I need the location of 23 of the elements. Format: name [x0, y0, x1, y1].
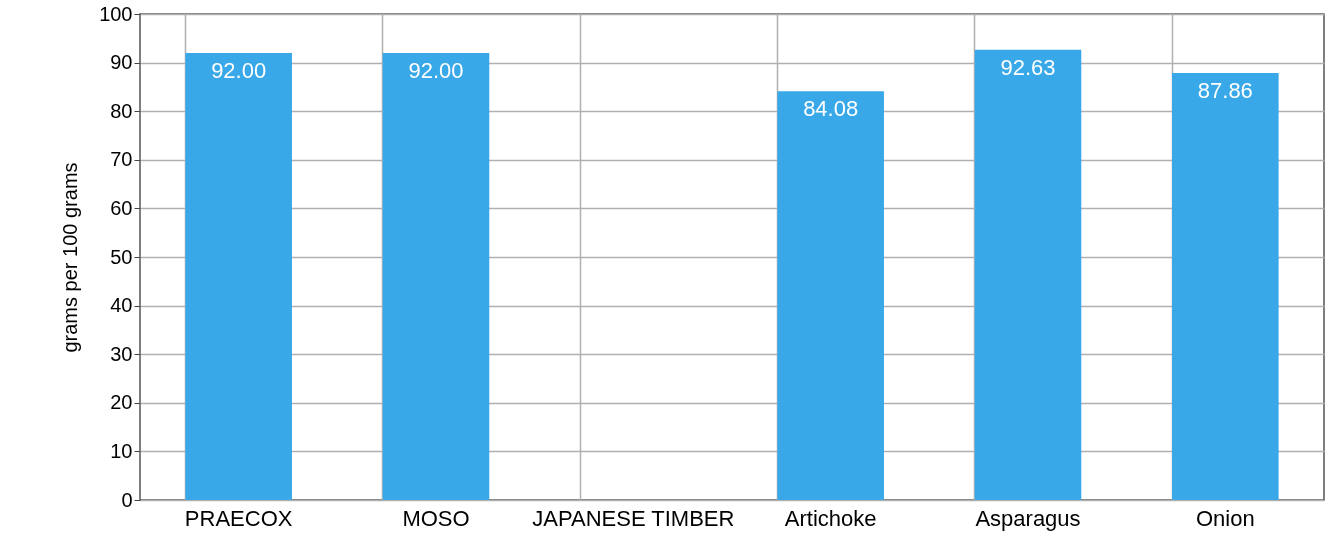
y-tick-label: 100	[99, 2, 133, 25]
x-tick-label: PRAECOX	[184, 505, 293, 531]
x-tick-label: JAPANESE TIMBER	[532, 505, 735, 531]
y-tick-label: 10	[110, 439, 133, 462]
y-tick-label: 0	[121, 488, 133, 511]
x-tick-label: Artichoke	[784, 505, 877, 531]
y-tick-label: 30	[110, 342, 133, 365]
data-label: 92.63	[1000, 54, 1056, 80]
y-tick-label: 40	[110, 294, 133, 317]
data-label: 92.00	[408, 57, 464, 83]
data-label: 87.86	[1197, 78, 1253, 103]
y-tick-label: 50	[110, 245, 133, 268]
x-tick-label: Asparagus	[975, 505, 1081, 531]
y-tick-label: 70	[110, 148, 133, 171]
y-tick-label: 80	[110, 99, 133, 122]
y-tick-label: 90	[110, 51, 133, 74]
data-label: 92.00	[211, 57, 267, 83]
x-tick-label: Onion	[1195, 505, 1255, 531]
data-label: 84.08	[803, 96, 859, 122]
x-tick-label: MOSO	[402, 505, 470, 531]
y-axis-title: grams per 100 grams	[59, 162, 82, 353]
y-tick-label: 20	[110, 391, 133, 414]
y-tick-label: 60	[110, 196, 133, 219]
